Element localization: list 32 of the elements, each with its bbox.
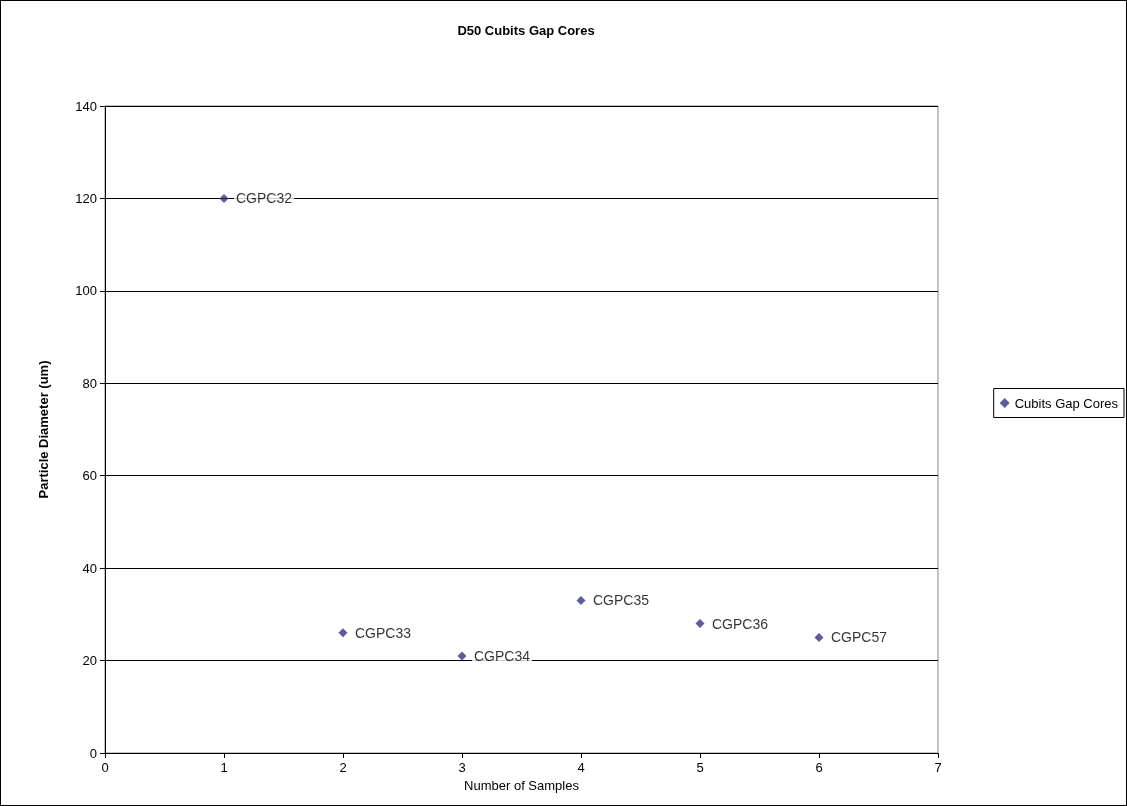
point (219, 193, 229, 203)
point (457, 651, 467, 661)
annotation: CGPC57 (831, 629, 888, 646)
legend-label: Cubits Gap Cores (1014, 395, 1119, 411)
point (338, 628, 348, 638)
chart-title: D50 Cubits Gap Cores (457, 23, 595, 38)
y-tick-label: 80 (82, 375, 97, 391)
annotation: CGPC35 (593, 592, 650, 609)
y-tick-label: 100 (75, 283, 97, 299)
y-tick-label: 120 (75, 190, 97, 206)
x-tick-label: 0 (101, 760, 109, 775)
annotation: CGPC36 (712, 615, 769, 632)
x-tick-label: 5 (696, 760, 704, 775)
y-tick-label: 140 (75, 98, 97, 114)
y-axis-title: Particle Diameter (um) (36, 360, 51, 499)
x-tick-label: 6 (815, 760, 823, 775)
annotation: CGPC33 (355, 624, 412, 641)
y-tick-label: 60 (82, 468, 97, 484)
annotation: CGPC32 (236, 190, 293, 207)
x-tick-label: 2 (339, 760, 347, 775)
point (814, 632, 824, 642)
y-tick-label: 40 (82, 560, 97, 576)
x-tick-label: 7 (934, 760, 942, 775)
x-tick-label: 4 (577, 760, 585, 775)
x-tick-label: 1 (220, 760, 228, 775)
point (695, 619, 705, 629)
point (576, 595, 586, 605)
annotation: CGPC34 (474, 647, 531, 664)
x-tick-label: 3 (458, 760, 466, 775)
y-tick-label: 0 (89, 745, 97, 761)
x-axis-title: Number of Samples (464, 777, 580, 793)
y-tick-label: 20 (82, 653, 97, 669)
